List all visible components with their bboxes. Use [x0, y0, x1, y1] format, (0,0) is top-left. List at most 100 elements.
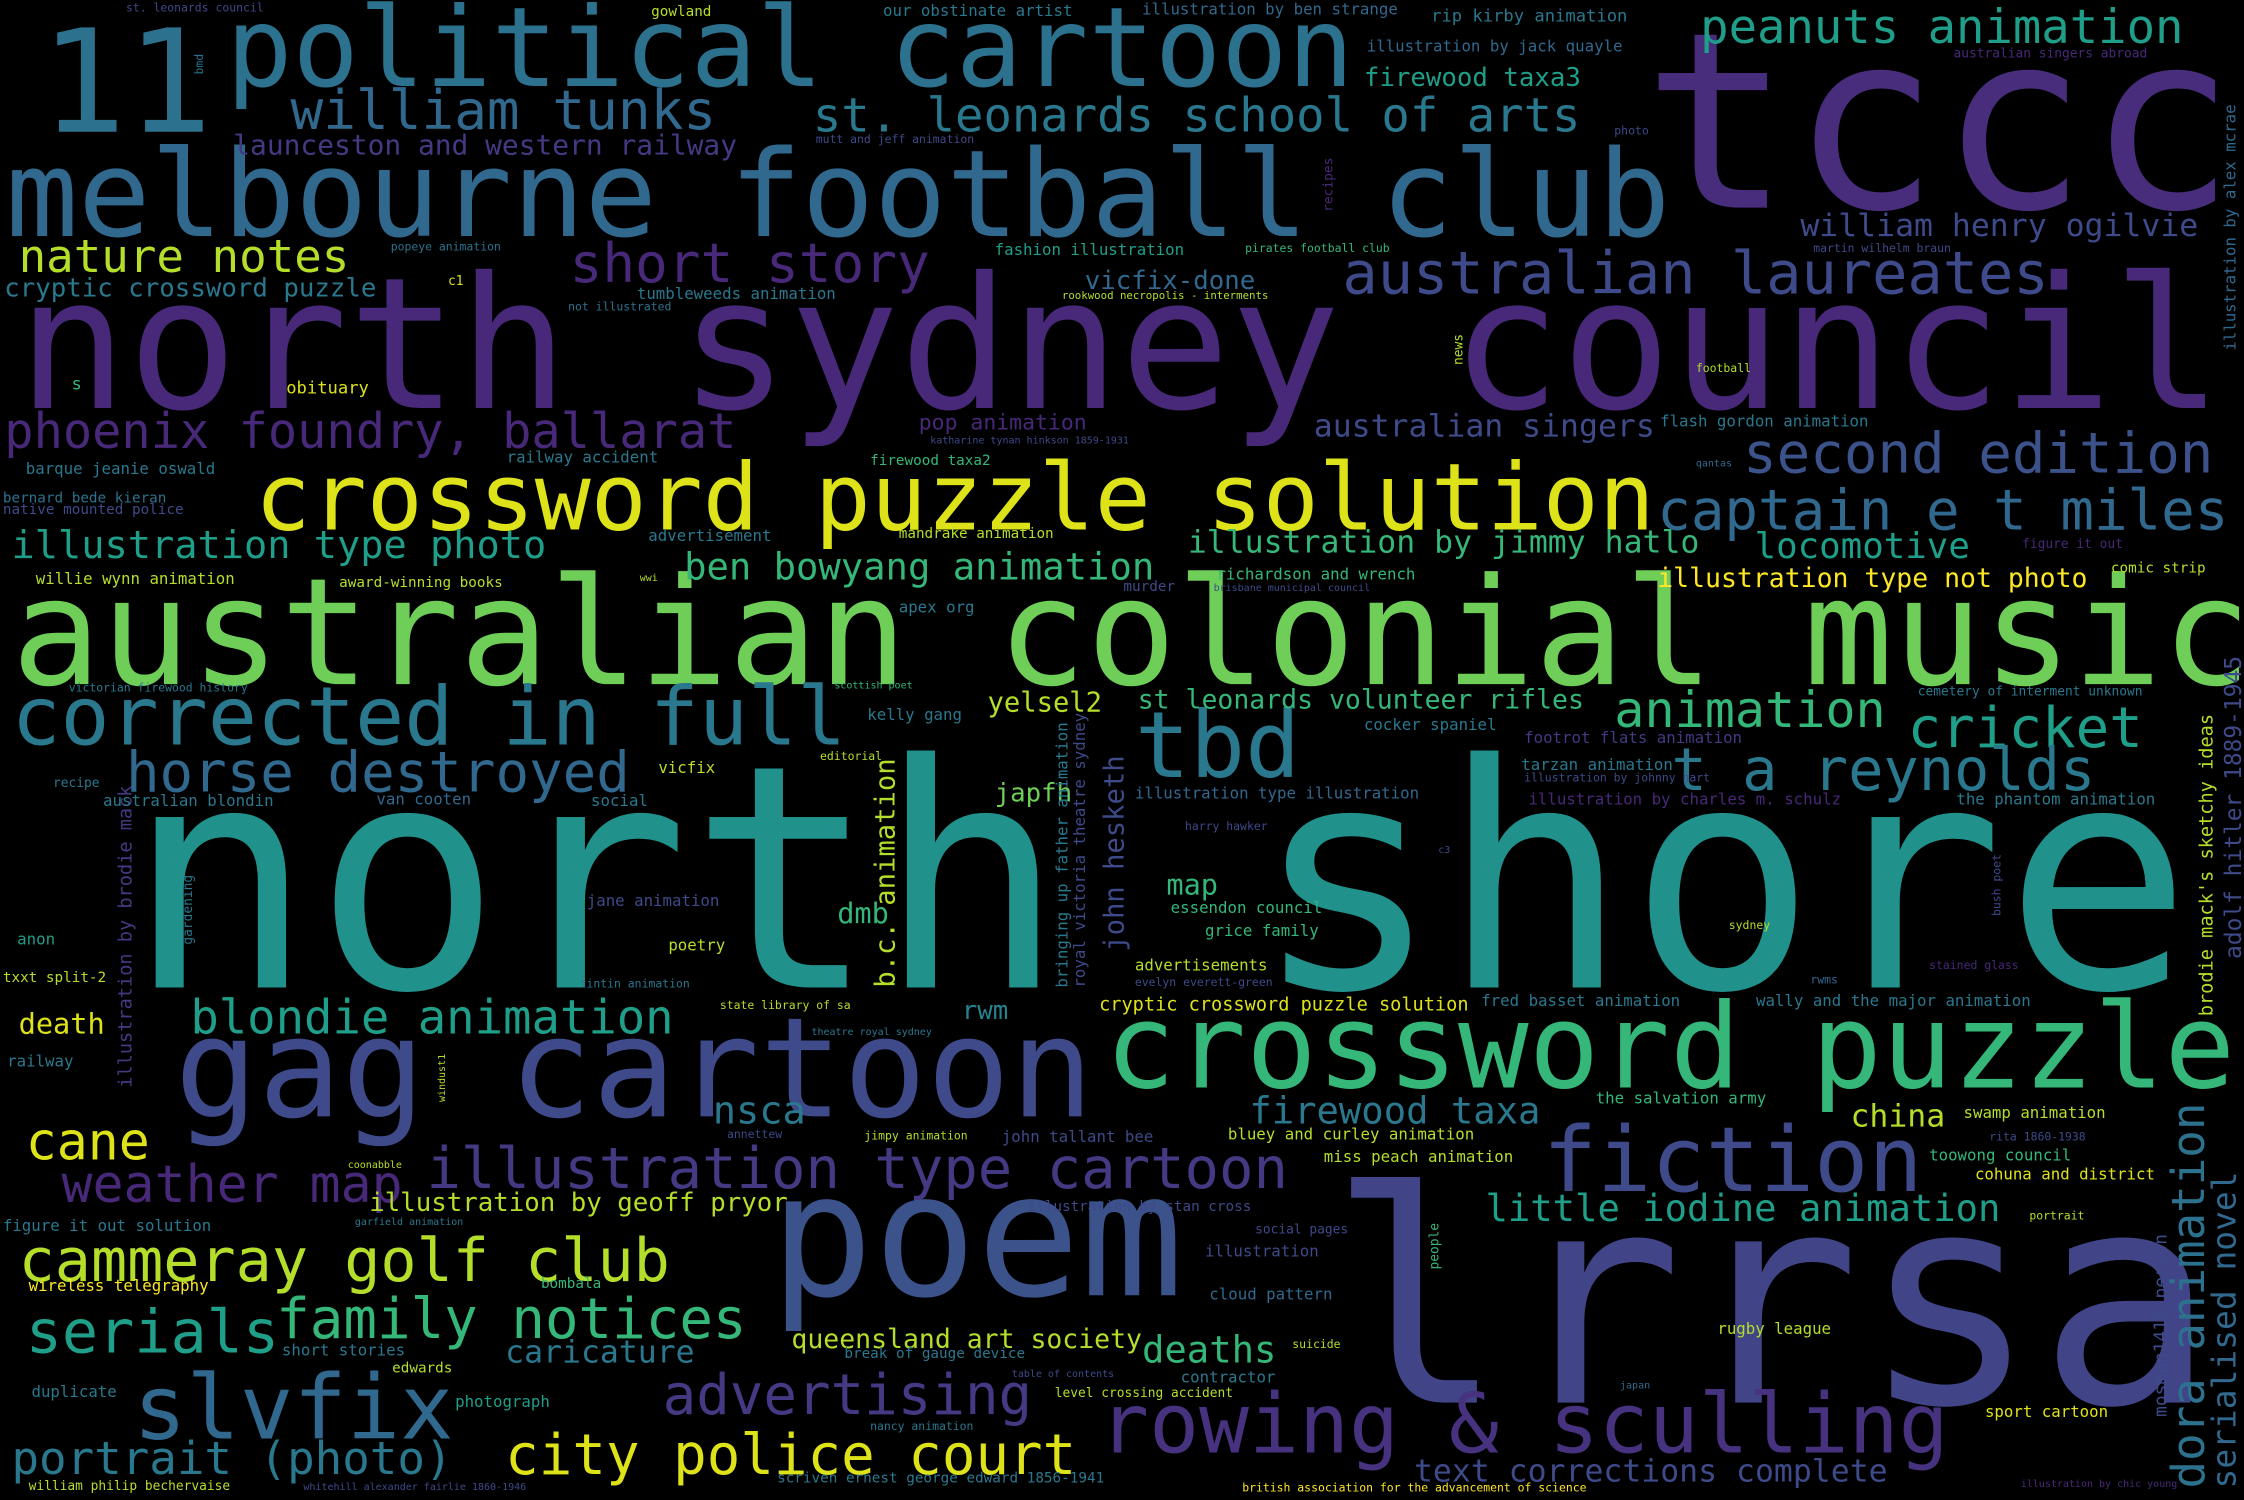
word: crossword puzzle solution [255, 444, 1655, 552]
word: murder [1123, 579, 1175, 595]
word: tccc [1643, 0, 2236, 267]
word: nancy animation [870, 1419, 973, 1433]
word: gag cartoon [175, 987, 1094, 1149]
word: editorial [820, 749, 882, 763]
word: pirates football club [1245, 241, 1390, 255]
word: rwm [962, 996, 1009, 1026]
word: victorian firewood history [69, 680, 248, 694]
word: captain e t miles [1657, 479, 2228, 544]
word: illustration type photo [11, 523, 546, 568]
word: death [19, 1006, 105, 1040]
word: gardening [181, 875, 196, 945]
word: mandrake animation [899, 526, 1054, 542]
word: bernard bede kieran [3, 490, 167, 506]
word: nsca [713, 1089, 806, 1134]
word: illustration by ben strange [1142, 0, 1398, 18]
word: rowing & sculling [1099, 1376, 1949, 1473]
word: wally and the major animation [1756, 991, 2031, 1010]
word: blondie animation [190, 990, 673, 1045]
word: cryptic crossword puzzle solution [1099, 994, 1468, 1015]
word: sydney [1729, 918, 1770, 932]
word: horse destroyed [126, 741, 630, 806]
word: bmd [192, 54, 206, 75]
word: evelyn everett-green [1135, 975, 1273, 989]
word: figure it out [2022, 537, 2123, 552]
word: japfh [995, 779, 1073, 809]
word: animation [1614, 681, 1885, 739]
word: social pages [1255, 1223, 1348, 1238]
word: comic strip [2111, 561, 2206, 577]
word: crossword puzzle [1105, 979, 2235, 1116]
word: family notices [276, 1287, 746, 1352]
word: mosman1418-person [2151, 1234, 2172, 1417]
word: edwards [392, 1361, 452, 1377]
word: willie wynn animation [36, 569, 235, 588]
word: recipes [1321, 158, 1336, 212]
word: firewood taxa3 [1364, 63, 1581, 93]
word: melbourne football club [6, 125, 1670, 265]
word: australian colonial music [11, 547, 2244, 720]
word: illustration by stan cross [1028, 1199, 1252, 1215]
word: social [591, 791, 648, 810]
word: rookwood necropolis - interments [1062, 289, 1269, 302]
word: deaths [1142, 1328, 1276, 1372]
word: martin wilhelm braun [1813, 241, 1951, 255]
word: theatre royal sydney [811, 1027, 931, 1038]
word: katharine tynan hinkson 1859-1931 [930, 436, 1129, 447]
word: bringing up father animation [1053, 722, 1072, 987]
word: anon [17, 930, 55, 949]
word: australian singers [1314, 409, 1655, 445]
word: portrait [2029, 1208, 2084, 1222]
word: popeye animation [391, 240, 501, 254]
word: swamp animation [1964, 1103, 2106, 1122]
word: dmb [837, 896, 889, 930]
word: not illustrated [568, 300, 671, 314]
word: illustration by alex mcrae [2220, 104, 2239, 350]
word: bombala [541, 1276, 601, 1292]
word: launceston and western railway [233, 129, 737, 162]
word: pop animation [919, 410, 1087, 435]
word: tumbleweeds animation [637, 284, 836, 303]
word: break of gauge device [844, 1346, 1025, 1362]
word: photograph [455, 1392, 550, 1411]
word: barque jeanie oswald [26, 459, 215, 478]
word: native mounted police [3, 502, 184, 518]
word: john tallant bee [1002, 1127, 1154, 1146]
word: fashion illustration [995, 240, 1184, 259]
word: people [1427, 1223, 1442, 1270]
word: illustration type illustration [1135, 784, 1419, 803]
word: city police court [505, 1423, 1076, 1488]
word: scriven ernest george edward 1856-1941 [777, 1471, 1104, 1487]
word: serials [26, 1298, 279, 1368]
word: miss peach animation [1324, 1147, 1513, 1166]
word: caricature [505, 1335, 694, 1371]
word: the salvation army [1596, 1088, 1767, 1107]
word: s [72, 374, 82, 394]
word: gowland [651, 4, 711, 20]
word: peanuts animation [1700, 0, 2183, 55]
word: c1 [448, 274, 464, 289]
word: yelsel2 [987, 687, 1102, 718]
word: news [1452, 334, 1467, 365]
word: whitehill alexander fairlie 1860-1946 [303, 1482, 526, 1493]
word: cloud pattern [1209, 1285, 1332, 1304]
word: cohuna and district [1975, 1164, 2155, 1183]
word: corrected in full [11, 669, 846, 764]
word: kelly gang [867, 705, 962, 724]
word: the phantom animation [1956, 789, 2155, 808]
word: cemetery of interment unknown [1918, 685, 2143, 700]
word: rwms [1810, 972, 1838, 986]
word: windust1 [437, 1054, 448, 1102]
word: bush poet [1990, 854, 2004, 916]
word: scottish poet [834, 680, 912, 691]
word: qantas [1696, 459, 1732, 470]
word: garfield animation [355, 1217, 463, 1228]
word: cryptic crossword puzzle [4, 273, 376, 303]
word: illustration type not photo [1657, 563, 2087, 594]
word: sport cartoon [1985, 1402, 2108, 1421]
word: poem [770, 1136, 1184, 1336]
word: north sydney council [17, 239, 2223, 452]
word: flash gordon animation [1660, 412, 1868, 431]
word: bluey and curley animation [1228, 1124, 1474, 1143]
